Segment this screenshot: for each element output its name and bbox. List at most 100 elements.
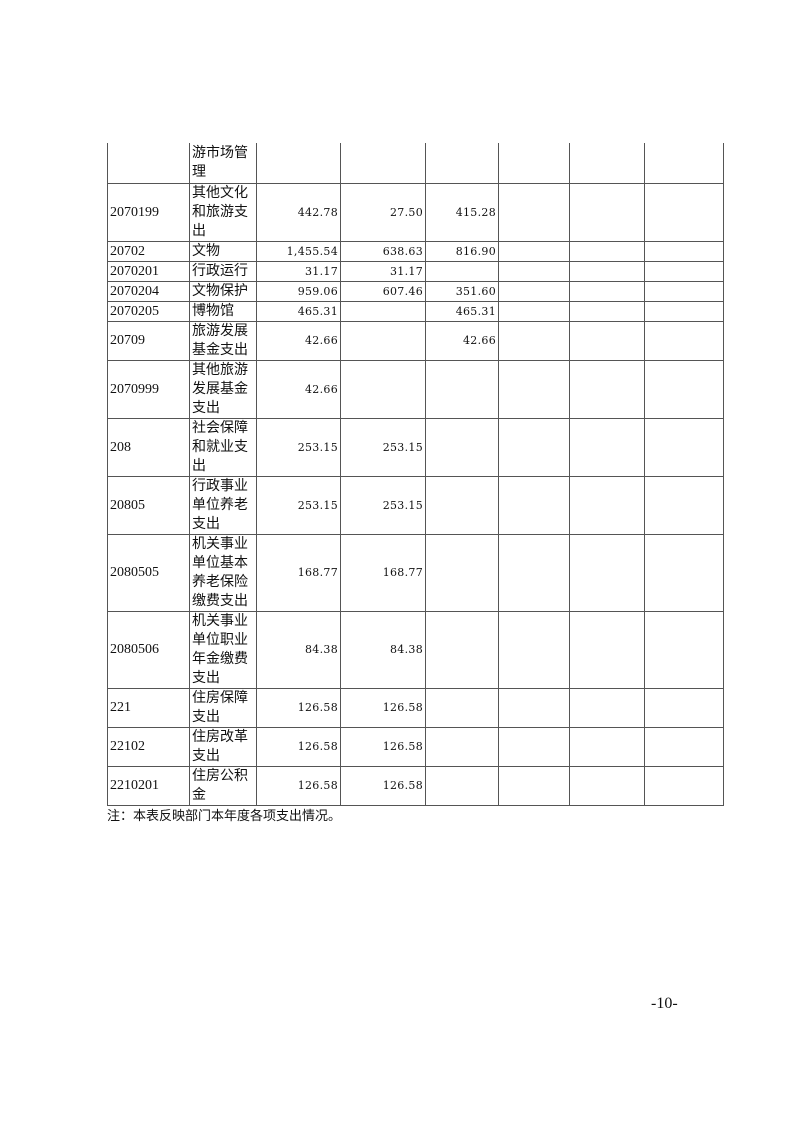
- empty-cell: [498, 280, 570, 302]
- empty-cell: [644, 475, 724, 535]
- expenditure-table: 游市场管理 2070199 其他文化和旅游支出 442.78 27.50 415.28 20…: [107, 143, 724, 806]
- total-cell: 465.31: [256, 300, 341, 322]
- empty-cell: [644, 417, 724, 477]
- project-cell: [425, 143, 499, 184]
- project-cell: [425, 765, 499, 806]
- empty-cell: [498, 610, 570, 689]
- empty-cell: [498, 182, 570, 242]
- total-cell: 126.58: [256, 726, 341, 767]
- project-cell: 465.31: [425, 300, 499, 322]
- total-cell: 126.58: [256, 687, 341, 728]
- empty-cell: [644, 300, 724, 322]
- project-cell: [425, 475, 499, 535]
- empty-cell: [569, 280, 645, 302]
- table-row: 2070205 博物馆 465.31 465.31: [107, 300, 724, 322]
- empty-cell: [644, 726, 724, 767]
- basic-cell: [340, 143, 426, 184]
- project-cell: [425, 359, 499, 419]
- empty-cell: [569, 475, 645, 535]
- name-cell: 机关事业单位职业年金缴费支出: [189, 610, 257, 689]
- empty-cell: [498, 475, 570, 535]
- project-cell: [425, 726, 499, 767]
- basic-cell: 168.77: [340, 533, 426, 612]
- table-row: 2070999 其他旅游发展基金支出 42.66: [107, 359, 724, 419]
- basic-cell: 253.15: [340, 417, 426, 477]
- basic-cell: 126.58: [340, 687, 426, 728]
- empty-cell: [498, 300, 570, 322]
- total-cell: 84.38: [256, 610, 341, 689]
- empty-cell: [569, 533, 645, 612]
- empty-cell: [569, 300, 645, 322]
- code-cell: 2070199: [107, 182, 190, 242]
- table-row: 208 社会保障和就业支出 253.15 253.15: [107, 417, 724, 477]
- empty-cell: [569, 726, 645, 767]
- code-cell: 2070999: [107, 359, 190, 419]
- page-number: -10-: [651, 995, 678, 1012]
- name-cell: 博物馆: [189, 300, 257, 322]
- empty-cell: [498, 765, 570, 806]
- table-row: 2070199 其他文化和旅游支出 442.78 27.50 415.28: [107, 182, 724, 242]
- basic-cell: [340, 300, 426, 322]
- project-cell: 351.60: [425, 280, 499, 302]
- table-row: 22102 住房改革支出 126.58 126.58: [107, 726, 724, 767]
- empty-cell: [569, 260, 645, 282]
- total-cell: [256, 143, 341, 184]
- empty-cell: [569, 320, 645, 361]
- table-row: 20709 旅游发展基金支出 42.66 42.66: [107, 320, 724, 361]
- empty-cell: [569, 143, 645, 184]
- basic-cell: 27.50: [340, 182, 426, 242]
- empty-cell: [644, 280, 724, 302]
- code-cell: 2080506: [107, 610, 190, 689]
- project-cell: [425, 533, 499, 612]
- table-row: 2080505 机关事业单位基本养老保险缴费支出 168.77 168.77: [107, 533, 724, 612]
- basic-cell: 126.58: [340, 726, 426, 767]
- basic-cell: 126.58: [340, 765, 426, 806]
- total-cell: 442.78: [256, 182, 341, 242]
- table-row: 2080506 机关事业单位职业年金缴费支出 84.38 84.38: [107, 610, 724, 689]
- project-cell: 415.28: [425, 182, 499, 242]
- empty-cell: [644, 359, 724, 419]
- empty-cell: [644, 533, 724, 612]
- code-cell: [107, 143, 190, 184]
- empty-cell: [644, 687, 724, 728]
- empty-cell: [644, 260, 724, 282]
- empty-cell: [569, 687, 645, 728]
- name-cell: 住房保障支出: [189, 687, 257, 728]
- empty-cell: [569, 765, 645, 806]
- name-cell: 行政运行: [189, 260, 257, 282]
- name-cell: 住房公积金: [189, 765, 257, 806]
- empty-cell: [569, 182, 645, 242]
- table-row: 2070201 行政运行 31.17 31.17: [107, 260, 724, 282]
- code-cell: 2070204: [107, 280, 190, 302]
- code-cell: 2070201: [107, 260, 190, 282]
- total-cell: 126.58: [256, 765, 341, 806]
- table-row: 20702 文物 1,455.54 638.63 816.90: [107, 240, 724, 262]
- table-note: 注：本表反映部门本年度各项支出情况。: [107, 809, 342, 824]
- empty-cell: [644, 610, 724, 689]
- empty-cell: [644, 240, 724, 262]
- code-cell: 2210201: [107, 765, 190, 806]
- total-cell: 42.66: [256, 320, 341, 361]
- table-row: 2210201 住房公积金 126.58 126.58: [107, 765, 724, 806]
- basic-cell: [340, 320, 426, 361]
- basic-cell: [340, 359, 426, 419]
- empty-cell: [498, 726, 570, 767]
- name-cell: 机关事业单位基本养老保险缴费支出: [189, 533, 257, 612]
- empty-cell: [644, 143, 724, 184]
- empty-cell: [569, 359, 645, 419]
- project-cell: [425, 687, 499, 728]
- table-row: 221 住房保障支出 126.58 126.58: [107, 687, 724, 728]
- empty-cell: [498, 533, 570, 612]
- table-row: 2070204 文物保护 959.06 607.46 351.60: [107, 280, 724, 302]
- empty-cell: [644, 182, 724, 242]
- total-cell: 253.15: [256, 475, 341, 535]
- total-cell: 168.77: [256, 533, 341, 612]
- table-row: 20805 行政事业单位养老支出 253.15 253.15: [107, 475, 724, 535]
- table-row: 游市场管理: [107, 143, 724, 184]
- name-cell: 旅游发展基金支出: [189, 320, 257, 361]
- name-cell: 其他旅游发展基金支出: [189, 359, 257, 419]
- project-cell: [425, 417, 499, 477]
- empty-cell: [498, 320, 570, 361]
- empty-cell: [569, 417, 645, 477]
- code-cell: 208: [107, 417, 190, 477]
